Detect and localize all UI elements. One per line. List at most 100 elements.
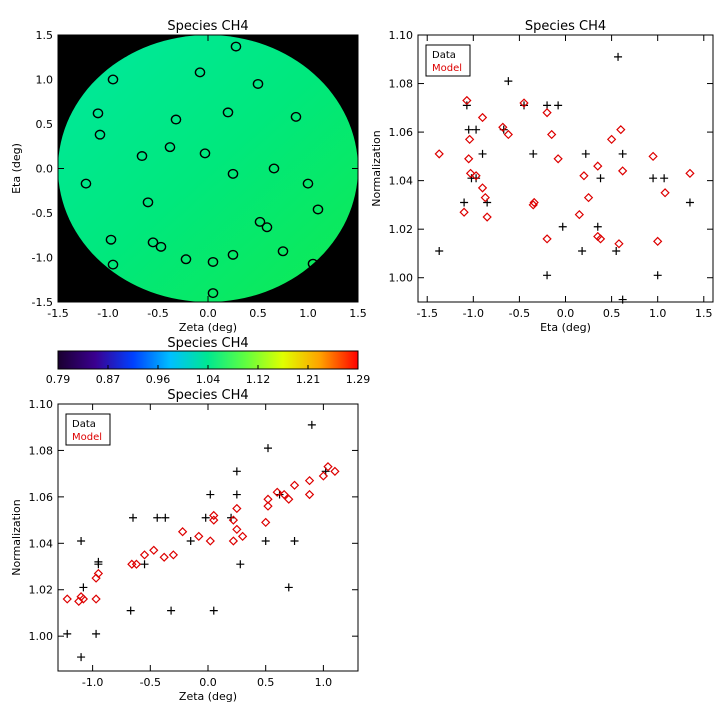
eta-model-point — [519, 98, 529, 108]
eta-model-point — [482, 212, 492, 222]
eta-y-tick-label: 1.04 — [389, 175, 414, 188]
map-marker-circle — [164, 142, 176, 153]
map-marker-circle — [227, 249, 239, 260]
zeta-y-tick-label: 1.08 — [29, 444, 54, 457]
eta-y-tick-label: 1.08 — [389, 78, 414, 91]
zeta-x-tick-label: -1.0 — [82, 676, 103, 689]
eta-model-point — [480, 192, 490, 203]
zeta-model-point — [232, 503, 242, 514]
map-marker-circle — [155, 241, 167, 252]
eta-model-point — [574, 209, 584, 220]
zeta-model-point — [62, 594, 72, 604]
eta-model-point — [542, 234, 552, 244]
eta-model-point — [553, 154, 563, 164]
zeta-data-point — [63, 629, 72, 638]
eta-frame — [417, 34, 714, 303]
map-panel: -1.5 -1.0 -0.5 0.0 0.5 1.0 1.5 -1.5 -1.0 -0.5 0.0 0… — [10, 19, 367, 334]
zeta-data-point — [94, 560, 103, 569]
zeta-data-point — [186, 536, 195, 545]
zeta-model-point — [168, 550, 179, 560]
zeta-model-point — [232, 524, 242, 535]
eta-data-point — [478, 149, 487, 158]
eta-y-tick-label: 1.00 — [389, 272, 414, 285]
colorbar-panel: Species CH4 0.79 0.87 0.96 1.04 1.12 1.21 1.29 — [46, 336, 371, 386]
map-y-tick-label: -1.0 — [32, 252, 53, 265]
eta-data-point — [504, 77, 513, 86]
map-marker-circle — [222, 107, 234, 118]
eta-data-point — [649, 174, 658, 183]
zeta-data-point — [79, 583, 88, 592]
map-marker-circle — [107, 259, 119, 270]
map-marker-circle — [268, 163, 280, 174]
zeta-model-point — [139, 550, 150, 560]
colorbar-tick-label: 1.29 — [346, 373, 371, 386]
eta-model-point — [685, 168, 695, 179]
colorbar-tick-label: 1.04 — [196, 373, 221, 386]
zeta-model-point — [228, 536, 239, 546]
zeta-title: Species CH4 — [167, 388, 248, 403]
eta-model-point — [614, 239, 624, 249]
zeta-legend-model: Model — [72, 432, 102, 443]
eta-data-point — [581, 149, 590, 158]
eta-model-point — [547, 129, 557, 140]
eta-data-point — [685, 198, 694, 207]
zeta-legend-box — [65, 413, 111, 446]
zeta-model-point — [330, 466, 340, 476]
zeta-x-tick-label: 0.5 — [257, 676, 275, 689]
eta-y-tick-label: 1.06 — [389, 126, 414, 139]
map-marker-circle — [254, 216, 266, 227]
zeta-data-point — [264, 444, 272, 453]
colorbar-tick-label: 0.87 — [96, 373, 121, 386]
eta-model-point — [503, 129, 513, 140]
zeta-data-point — [209, 606, 218, 615]
zeta-model-point — [263, 501, 273, 511]
zeta-model-point — [78, 594, 89, 604]
map-marker-circle — [290, 111, 302, 122]
map-marker-circle — [180, 254, 192, 265]
eta-model-point — [465, 168, 476, 179]
map-marker-circle — [105, 234, 117, 245]
map-marker-circle — [199, 148, 211, 159]
eta-model-point — [471, 171, 481, 181]
eta-model-point — [459, 207, 469, 217]
map-field-disk — [58, 35, 358, 302]
zeta-model-point — [304, 475, 315, 486]
eta-x-tick-label: 0.5 — [603, 307, 621, 320]
eta-model-point — [593, 161, 603, 171]
zeta-scatter-panel: -1.0 -0.5 0.0 0.5 1.0 1.00 1.02 1.04 1.06 1.08 1.1… — [10, 388, 359, 703]
map-marker-circle — [92, 108, 104, 119]
map-marker-circle — [80, 178, 92, 189]
eta-model-point — [660, 188, 670, 198]
map-x-tick-label: -1.5 — [47, 307, 68, 320]
map-title: Species CH4 — [167, 19, 248, 34]
zeta-data-point — [290, 536, 299, 545]
map-x-tick-label: 1.0 — [299, 307, 317, 320]
zeta-data-point — [129, 513, 137, 522]
zeta-model-point — [209, 515, 219, 525]
colorbar-tick-label: 1.12 — [246, 373, 271, 386]
map-marker-circle — [230, 41, 242, 52]
zeta-y-tick-label: 1.02 — [29, 584, 54, 597]
eta-model-point — [434, 149, 444, 159]
zeta-y-tick-label: 1.10 — [29, 398, 54, 411]
zeta-x-tick-label: 0.0 — [199, 676, 217, 689]
map-marker-circle — [307, 258, 319, 269]
zeta-model-point — [318, 471, 329, 481]
eta-y-axis-label: Normalization — [370, 130, 383, 206]
map-marker-circle — [94, 129, 106, 140]
zeta-model-point — [237, 531, 248, 541]
map-x-tick-label: -0.5 — [147, 307, 168, 320]
zeta-x-tick-label: -0.5 — [140, 676, 161, 689]
zeta-data-point — [140, 560, 149, 569]
map-y-axis-label: Eta (deg) — [10, 143, 23, 194]
eta-data-point — [653, 271, 662, 280]
map-y-tick-label: 1.0 — [36, 74, 54, 87]
zeta-data-point — [261, 536, 270, 545]
zeta-x-tick-label: 1.0 — [315, 676, 333, 689]
zeta-model-point — [194, 531, 204, 541]
zeta-model-point — [272, 487, 282, 497]
zeta-model-point — [74, 596, 84, 606]
eta-data-point — [543, 271, 552, 280]
zeta-data-point — [307, 420, 316, 429]
eta-y-tick-label: 1.10 — [389, 29, 414, 42]
